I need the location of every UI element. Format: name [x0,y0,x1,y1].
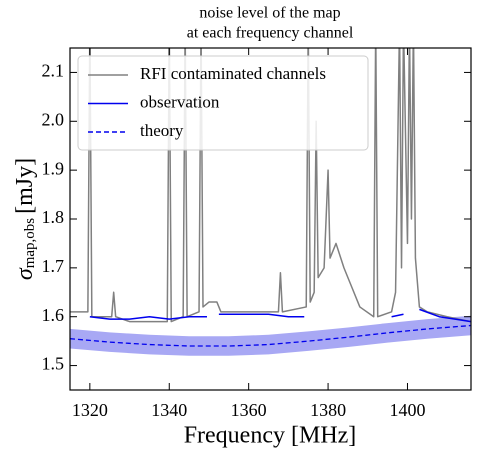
y-axis-label: σmap,obs [mJy] [12,158,39,280]
y-tick-label: 1.8 [42,207,65,227]
x-axis-label: Frequency [MHz] [184,423,357,449]
legend-label: RFI contaminated channels [140,64,326,83]
legend-label: theory [140,121,184,140]
x-tick-label: 1400 [389,400,425,420]
x-tick-label: 1360 [231,400,267,420]
y-tick-label: 1.7 [42,256,65,276]
chart-title: at each frequency channel [187,25,354,42]
y-tick-label: 1.9 [42,158,65,178]
chart-title: noise level of the map [199,5,340,22]
y-tick-label: 1.6 [42,305,65,325]
y-tick-label: 2.0 [42,109,65,129]
x-tick-label: 1340 [151,400,187,420]
y-tick-label: 2.1 [42,61,65,81]
x-tick-label: 1380 [310,400,346,420]
legend-box [77,55,369,151]
y-label-subscript: map,obs [22,218,38,269]
series-line [70,324,471,347]
y-label-unit: [mJy] [12,158,38,214]
y-label-symbol: σ [12,267,38,280]
legend-label: observation [140,92,220,111]
x-tick-label: 1320 [72,400,108,420]
series-line [89,308,471,323]
y-tick-label: 1.5 [42,354,65,374]
